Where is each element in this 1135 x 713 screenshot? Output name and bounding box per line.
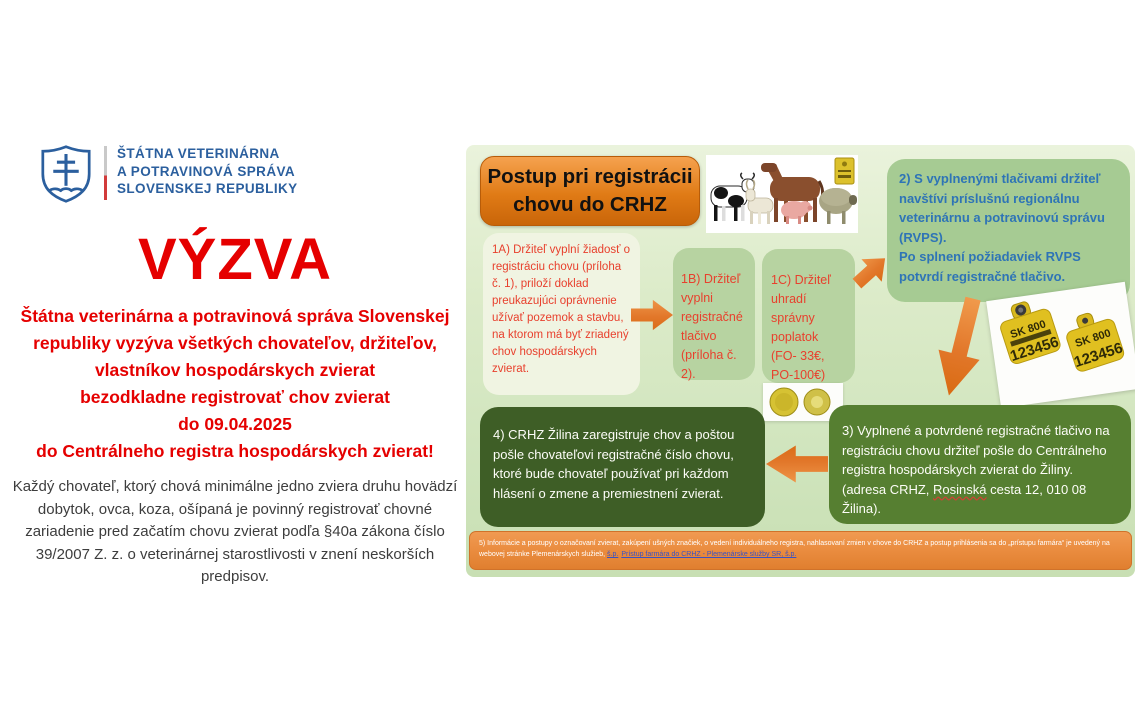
law-line: 39/2007 Z. z. o veterinárnej starostlivo… <box>35 545 435 563</box>
step-1a-text: 1A) Držiteľ vyplní žiadosť o registráciu… <box>492 244 631 375</box>
call-line: do Centrálneho registra hospodárskych zv… <box>36 441 434 461</box>
slovak-coat-of-arms-icon <box>38 144 94 204</box>
call-deadline: do 09.04.2025 <box>178 414 292 434</box>
step-1b-box: 1B) Držiteľ vyplni registračné tlačivo (… <box>673 248 755 381</box>
goat-icon <box>745 179 774 224</box>
step-2-box: 2) S vyplnenými tlačivami držiteľ navští… <box>887 159 1130 302</box>
footnote-text: 5) Informácie a postupy o označovaní zvi… <box>479 540 1110 558</box>
arrow-left-icon <box>766 442 828 486</box>
address-text: (adresa CRHZ, <box>842 481 934 497</box>
footnote-link-crhz[interactable]: Prístup farmára do CRHZ - Plemenárske sl… <box>621 551 797 558</box>
piglet-icon <box>781 201 813 224</box>
call-to-register-text: Štátna veterinárna a potravinová správa … <box>0 303 470 465</box>
footnote-link-sp[interactable]: š.p. <box>607 551 619 558</box>
ear-tag-icon <box>834 157 855 185</box>
round-tag-icon <box>803 388 831 416</box>
sheep-icon <box>819 188 857 224</box>
cow-icon <box>710 172 756 221</box>
org-name-line: ŠTÁTNA VETERINÁRNA <box>117 146 280 161</box>
step-1c-text: 1C) Držiteľ uhradí správny poplatok (FO-… <box>771 272 831 382</box>
step-1a-box: 1A) Držiteľ vyplní žiadosť o registráciu… <box>483 233 640 395</box>
step-3-box: 3) Vyplnené a potvrdené registračné tlač… <box>829 405 1131 524</box>
law-line: zariadenie pred začatím chovu zvierat po… <box>25 523 445 540</box>
infographic-title: Postup pri registrácii chovu do CRHZ <box>480 156 700 226</box>
step-3-address: (adresa CRHZ, Rosinská cesta 12, 010 08 … <box>842 480 1118 519</box>
step-3-text: 3) Vyplnené a potvrdené registračné tlač… <box>842 423 1110 477</box>
law-line: predpisov. <box>200 568 270 585</box>
ear-tags-image: SK 800 123456 SK 800 123456 <box>986 281 1135 409</box>
org-name-line: A POTRAVINOVÁ SPRÁVA <box>117 163 296 179</box>
step-4-text: 4) CRHZ Žilina zaregistruje chov a pošto… <box>493 427 735 501</box>
farm-animals-image <box>706 155 858 233</box>
call-line: Štátna veterinárna a potravinová správa … <box>20 306 450 326</box>
org-name-line: SLOVENSKEJ REPUBLIKY <box>117 181 298 196</box>
notice-heading: VÝZVA <box>137 227 333 292</box>
step-1c-box: 1C) Držiteľ uhradí správny poplatok (FO-… <box>762 249 855 383</box>
address-street: Rosinská <box>933 481 987 497</box>
org-logo: ŠTÁTNA VETERINÁRNA A POTRAVINOVÁ SPRÁVA … <box>38 144 298 204</box>
call-line: republiky vyzýva všetkých chovateľov, dr… <box>33 333 437 353</box>
round-tag-icon <box>769 387 799 417</box>
button-ear-tags-image <box>763 383 843 421</box>
step-2-text: 2) S vyplnenými tlačivami držiteľ navští… <box>899 171 1105 245</box>
logo-divider <box>104 146 107 200</box>
step-2-text: Po splnení požiadaviek RVPS potvrdí regi… <box>899 249 1081 284</box>
org-name: ŠTÁTNA VETERINÁRNA A POTRAVINOVÁ SPRÁVA … <box>117 144 298 198</box>
footnote-bar: 5) Informácie a postupy o označovaní zvi… <box>469 531 1132 570</box>
call-line: bezodkladne registrovať chov zvierat <box>80 387 390 407</box>
ear-tag-icon: SK 800 123456 <box>1000 301 1061 365</box>
law-line: dobytok, ovca, koza, ošípaná je povinný … <box>37 500 433 518</box>
legal-obligation-text: Každý chovateľ, ktorý chová minimálne je… <box>0 476 470 589</box>
step-1b-text: 1B) Držiteľ vyplni registračné tlačivo (… <box>681 271 743 381</box>
ear-tag-icon: SK 800 123456 <box>1066 312 1125 372</box>
arrow-down-icon <box>927 293 996 401</box>
registration-infographic: Postup pri registrácii chovu do CRHZ <box>466 145 1135 577</box>
address-text: cesta 12, 010 08 Žilina). <box>842 481 1087 517</box>
step-4-box: 4) CRHZ Žilina zaregistruje chov a pošto… <box>480 407 765 527</box>
infographic-title-line: chovu do CRHZ <box>513 193 667 216</box>
infographic-title-line: Postup pri registrácii <box>487 165 693 188</box>
call-line: vlastníkov hospodárskych zvierat <box>94 360 376 380</box>
law-line: Každý chovateľ, ktorý chová minimálne je… <box>12 478 458 495</box>
